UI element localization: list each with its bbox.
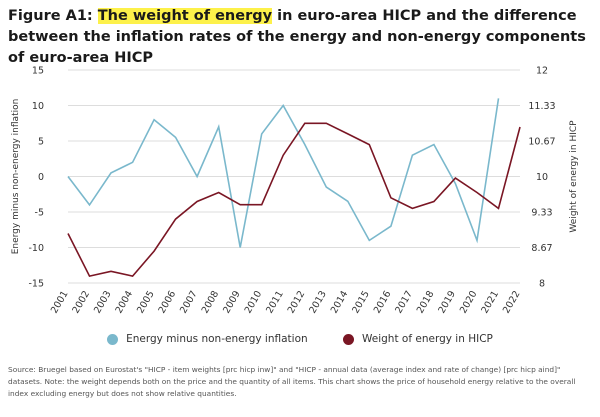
legend-swatch-weight xyxy=(343,333,354,345)
source-note: Source: Bruegel based on Eurostat's "HIC… xyxy=(8,365,576,398)
title-highlight: The weight of energy xyxy=(97,8,273,24)
figure-title: Figure A1: The weight of energy in euro-… xyxy=(8,6,594,69)
x-tick-label: 2016 xyxy=(372,289,394,315)
x-tick-label: 2003 xyxy=(92,289,114,315)
y-left-tick-label: -10 xyxy=(28,243,44,254)
x-tick-label: 2020 xyxy=(458,289,480,315)
title-prefix: Figure A1: xyxy=(8,8,98,24)
y-right-tick-label: 9.33 xyxy=(531,208,552,219)
y-right-tick-label: 8 xyxy=(539,279,545,290)
x-tick-label: 2014 xyxy=(329,289,351,315)
legend-label-energy-diff: Energy minus non-energy inflation xyxy=(126,333,308,345)
x-tick-label: 2007 xyxy=(178,289,200,315)
series-line-weight xyxy=(67,122,521,278)
y-left-tick-label: 0 xyxy=(38,172,44,183)
y-right-tick-label: 11.33 xyxy=(528,101,555,112)
y-left-axis-label: Energy minus non-energy inflation xyxy=(11,99,21,255)
series-line-energy-diff xyxy=(67,98,500,248)
x-tick-label: 2019 xyxy=(436,289,458,315)
y-right-tick-label: 10.67 xyxy=(528,136,555,147)
y-left-tick-label: -15 xyxy=(28,279,44,290)
y-left-tick-label: 10 xyxy=(32,101,44,112)
x-tick-label: 2021 xyxy=(479,289,501,315)
y-left-tick-label: 15 xyxy=(32,66,44,77)
x-tick-label: 2013 xyxy=(307,289,329,315)
y-right-tick-label: 12 xyxy=(536,66,548,77)
legend-swatch-energy-diff xyxy=(107,333,119,345)
legend-label-weight: Weight of energy in HICP xyxy=(362,333,493,345)
x-tick-label: 2010 xyxy=(243,289,265,315)
legend-item-energy-diff: Energy minus non-energy inflation xyxy=(107,333,308,345)
x-tick-label: 2018 xyxy=(415,289,437,315)
x-tick-label: 2006 xyxy=(157,289,179,315)
chart-legend: Energy minus non-energy inflation Weight… xyxy=(0,333,600,348)
x-tick-label: 2011 xyxy=(264,289,286,315)
x-tick-label: 2005 xyxy=(135,289,157,315)
x-tick-label: 2017 xyxy=(393,289,415,315)
legend-item-weight: Weight of energy in HICP xyxy=(343,333,493,345)
x-tick-label: 2009 xyxy=(221,289,243,315)
y-left-tick-label: -5 xyxy=(35,208,44,219)
y-right-axis-label: Weight of energy in HICP xyxy=(569,120,579,233)
title-rest: in euro-area HICP and the difference bet… xyxy=(8,8,586,66)
x-tick-label: 2015 xyxy=(350,289,372,315)
dual-axis-line-chart: 15 10 5 0 -5 -10 -15 12 11.33 10.67 10 9.33 8.67 8 200… xyxy=(11,66,579,316)
y-right-tick-label: 8.67 xyxy=(531,243,552,254)
x-tick-label: 2022 xyxy=(501,289,523,315)
x-tick-label: 2001 xyxy=(49,289,71,315)
x-tick-label: 2002 xyxy=(71,289,93,315)
x-tick-label: 2008 xyxy=(200,289,222,315)
x-tick-label: 2012 xyxy=(286,289,308,315)
y-right-tick-label: 10 xyxy=(536,172,548,183)
y-left-tick-label: 5 xyxy=(38,137,44,148)
x-tick-label: 2004 xyxy=(114,289,136,315)
